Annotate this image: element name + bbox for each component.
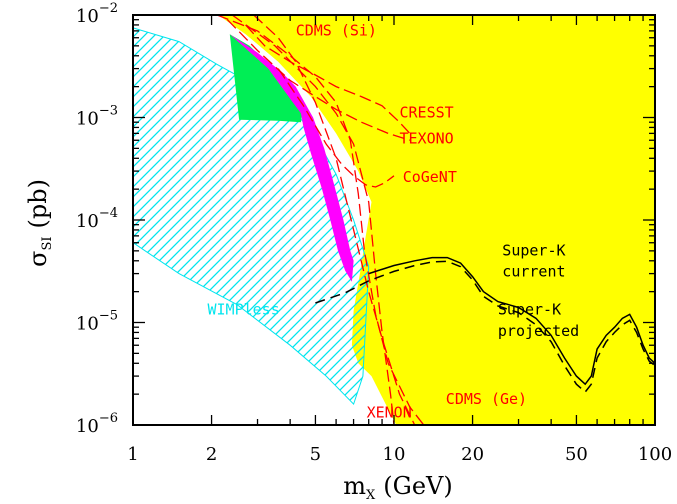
x-tick-label: 10 xyxy=(383,444,406,465)
curve-cogent xyxy=(277,68,395,188)
y-tick-label: 10−4 xyxy=(76,206,118,232)
regions-layer xyxy=(133,15,655,425)
y-tick-label: 10−6 xyxy=(76,411,118,437)
region-dama-magenta xyxy=(229,34,354,282)
curve-superk-current xyxy=(368,256,655,386)
label-cdms-si: CDMS (Si) xyxy=(296,22,377,40)
y-axis-title: σSI(pb) xyxy=(24,179,55,267)
curve-cresst xyxy=(245,24,411,134)
x-tick-label: 1 xyxy=(127,444,138,465)
curve-cdms-si xyxy=(253,15,416,425)
y-tick-label: 10−5 xyxy=(76,309,118,335)
region-excluded xyxy=(218,15,655,425)
x-tick-label: 2 xyxy=(206,444,217,465)
label-xenon: XENON xyxy=(367,404,412,422)
x-tick-label: 50 xyxy=(565,444,588,465)
label-superk-projected-1: Super-K xyxy=(498,300,561,318)
curves-layer xyxy=(216,15,655,425)
y-tick-label: 10−2 xyxy=(76,1,118,27)
x-tick-label: 20 xyxy=(461,444,484,465)
label-superk-current-1: Super-K xyxy=(502,242,565,260)
ticks-layer: 1 2 5 10 20 50 100 10−6 10−5 10−4 10−3 10−2 xyxy=(76,1,672,465)
y-tick-label: 10−3 xyxy=(76,104,118,130)
curve-superk-projected xyxy=(315,260,655,394)
curve-texono xyxy=(226,19,410,141)
label-superk-current-2: current xyxy=(502,263,565,281)
label-superk-projected-2: projected xyxy=(498,322,579,340)
label-texono: TEXONO xyxy=(400,129,454,147)
x-tick-label: 100 xyxy=(638,444,672,465)
x-axis-title: mX (GeV) xyxy=(343,472,452,503)
label-wimpless: WIMPless xyxy=(208,300,280,318)
label-cdms-ge: CDMS (Ge) xyxy=(446,390,527,408)
annotations-layer: CDMS (Si) CRESST TEXONO CoGeNT Super-K curren… xyxy=(208,22,580,422)
x-tick-label: 5 xyxy=(310,444,321,465)
curve-xenon xyxy=(231,15,395,425)
curve-cdms-ge xyxy=(216,15,425,425)
region-dama-green xyxy=(229,34,304,123)
label-cresst: CRESST xyxy=(400,104,454,122)
label-cogent: CoGeNT xyxy=(403,168,457,186)
